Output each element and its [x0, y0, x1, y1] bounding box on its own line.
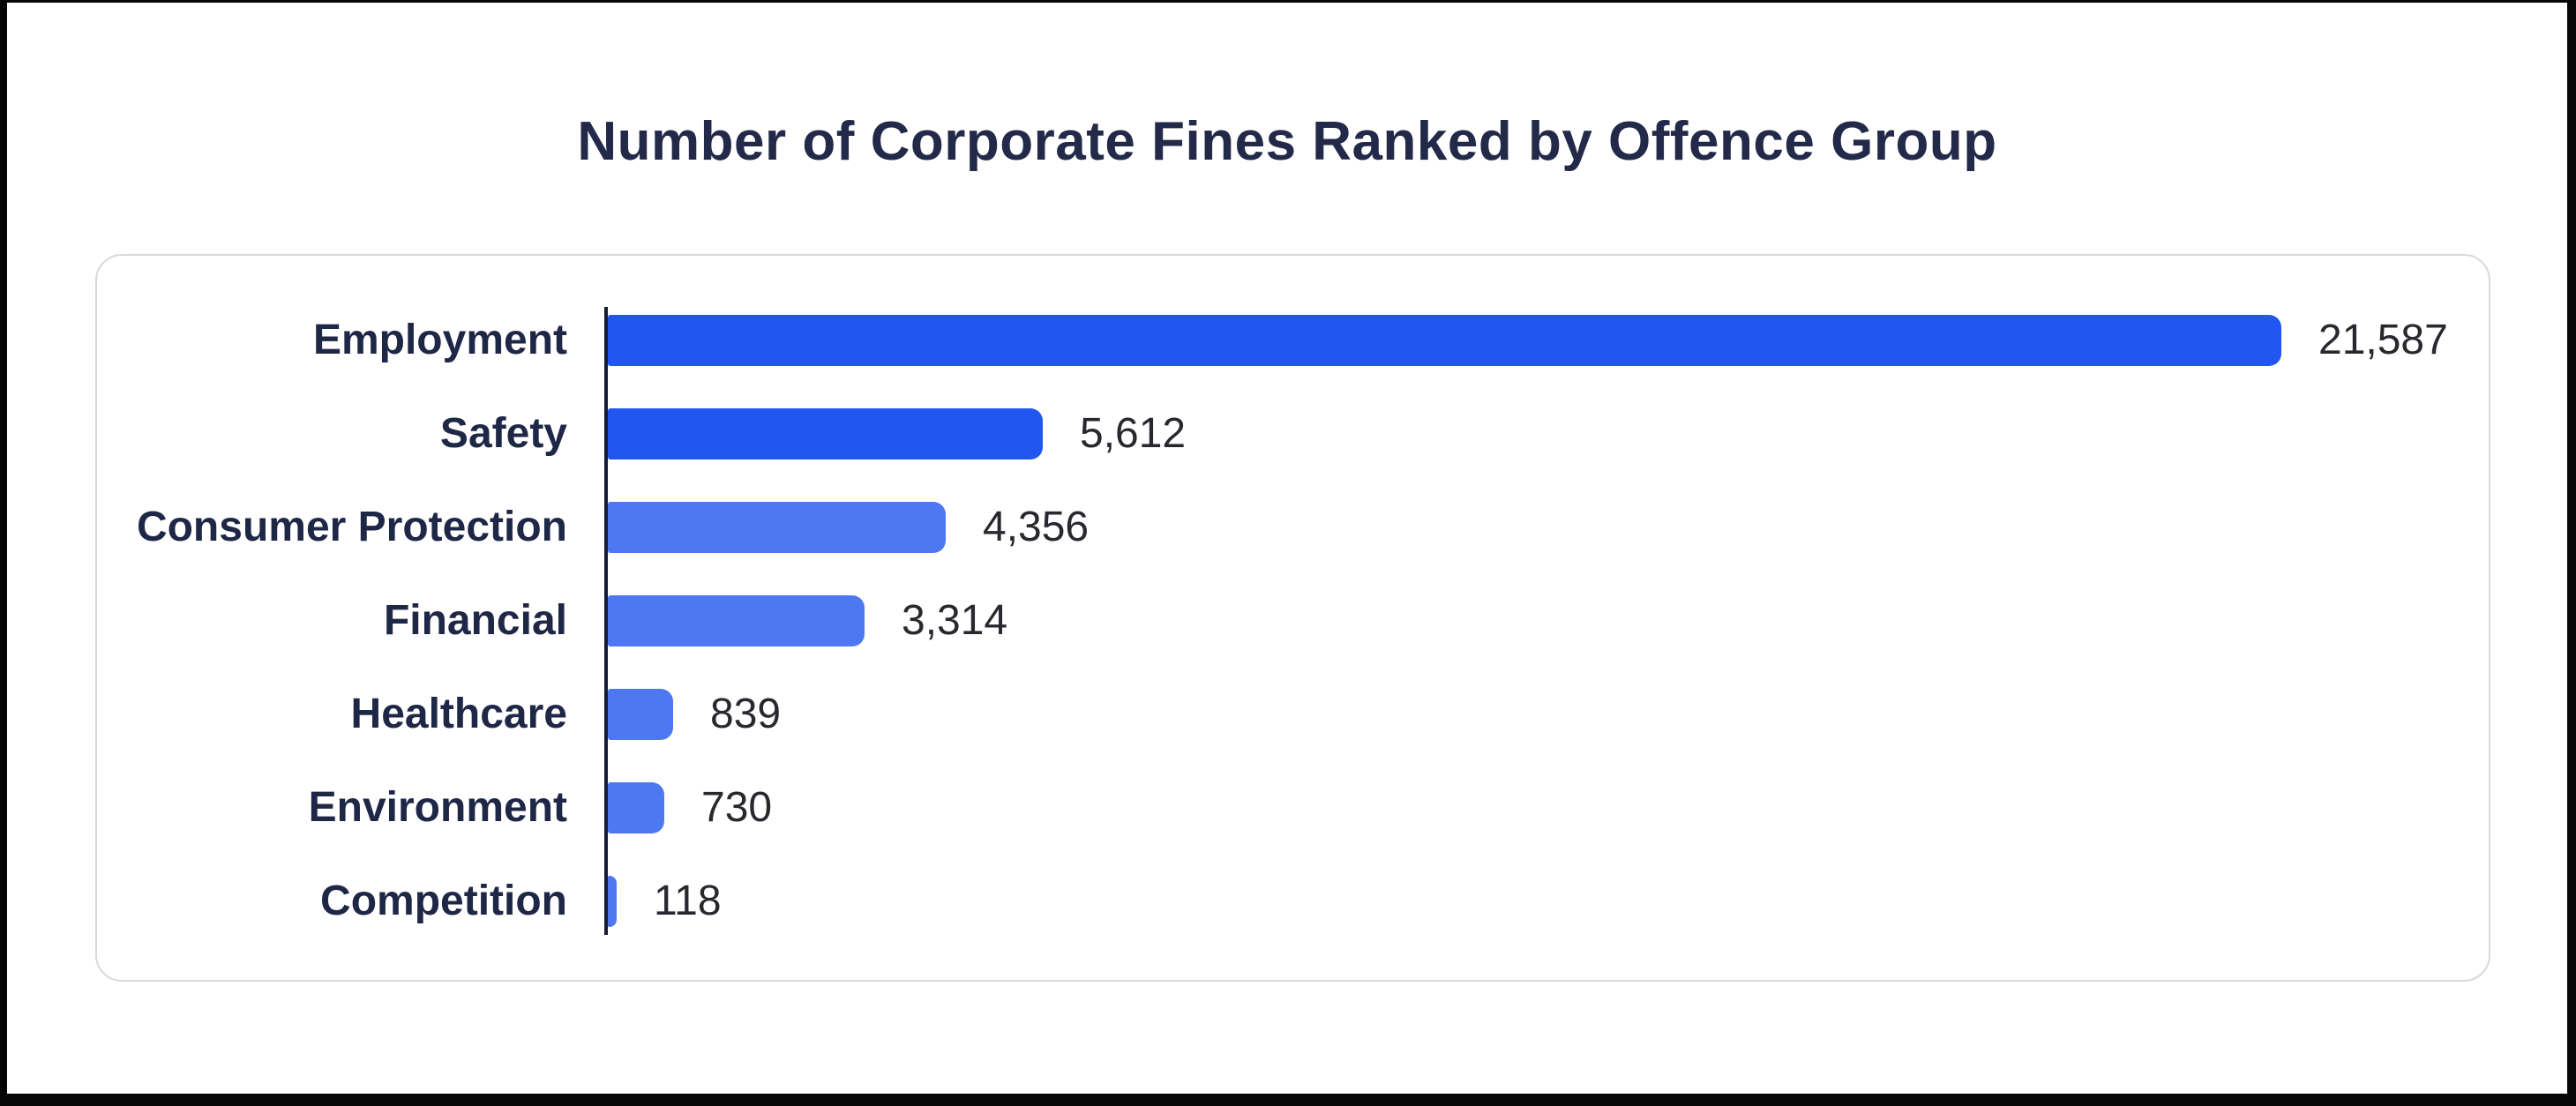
chart-row-consumer-protection: Consumer Protection 4,356 [97, 502, 2489, 553]
category-label-safety: Safety [439, 410, 567, 457]
chart-row-environment: Environment 730 [97, 782, 2489, 833]
category-label-financial: Financial [383, 597, 567, 644]
value-label-employment: 21,587 [2318, 317, 2448, 363]
chart-card: Employment 21,587 Safety 5,612 Consumer Prot… [95, 254, 2490, 982]
bar-employment [608, 315, 2281, 366]
value-label-environment: 730 [701, 784, 773, 831]
bar-safety [608, 408, 1043, 460]
chart-row-employment: Employment 21,587 [97, 315, 2489, 366]
value-label-consumer-protection: 4,356 [983, 504, 1090, 550]
bar-financial [608, 595, 865, 646]
value-label-safety: 5,612 [1080, 410, 1187, 457]
bar-environment [608, 782, 664, 833]
value-label-competition: 118 [654, 878, 722, 924]
category-label-competition: Competition [320, 878, 567, 924]
value-label-financial: 3,314 [902, 597, 1008, 644]
bar-consumer-protection [608, 502, 946, 553]
bar-competition [608, 876, 617, 927]
category-label-employment: Employment [312, 317, 567, 363]
chart-row-safety: Safety 5,612 [97, 408, 2489, 460]
category-label-healthcare: Healthcare [350, 691, 567, 737]
value-label-healthcare: 839 [710, 691, 782, 737]
category-label-consumer-protection: Consumer Protection [136, 504, 567, 550]
chart-row-healthcare: Healthcare 839 [97, 689, 2489, 740]
bar-healthcare [608, 689, 673, 740]
category-label-environment: Environment [308, 784, 567, 831]
chart-row-competition: Competition 118 [97, 876, 2489, 927]
chart-row-financial: Financial 3,314 [97, 595, 2489, 646]
category-axis-line [604, 307, 608, 935]
chart-title: Number of Corporate Fines Ranked by Offe… [577, 111, 1997, 172]
